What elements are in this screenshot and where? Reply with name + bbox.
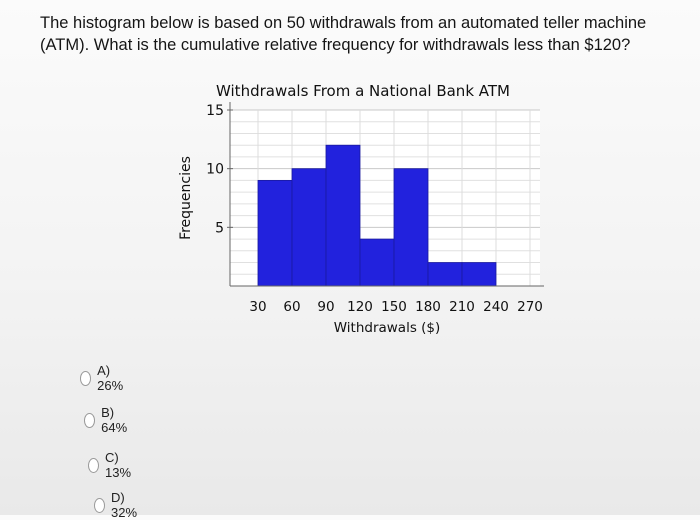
histogram-bar — [325, 144, 361, 287]
histogram-bar — [427, 262, 463, 287]
y-tick-label: 10 — [206, 162, 224, 178]
option-c-label: C) 13% — [105, 450, 132, 480]
radio-button-a[interactable] — [80, 370, 92, 386]
option-b-label: B) 64% — [101, 405, 128, 435]
option-d[interactable]: D) 32% — [94, 490, 141, 520]
x-tick-label: 150 — [381, 299, 407, 315]
y-tick-label: 5 — [215, 220, 224, 236]
x-tick-label: 90 — [317, 299, 334, 315]
histogram-bar — [461, 262, 497, 287]
option-c[interactable]: C) 13% — [88, 450, 135, 480]
x-tick-label: 120 — [347, 299, 373, 315]
x-tick-label: 270 — [517, 299, 543, 315]
histogram-bar — [359, 238, 395, 287]
y-axis-label: Frequencies — [178, 156, 194, 240]
x-tick-label: 60 — [283, 299, 300, 315]
x-axis-label: Withdrawals ($) — [334, 320, 441, 336]
chart-title: Withdrawals From a National Bank ATM — [216, 82, 510, 100]
y-tick-label: 15 — [206, 103, 224, 119]
option-a-label: A) 26% — [97, 363, 124, 393]
radio-button-d[interactable] — [94, 497, 105, 513]
histogram-svg: Withdrawals From a National Bank ATM Fre… — [178, 82, 544, 336]
option-d-label: D) 32% — [111, 490, 138, 520]
histogram-bar — [393, 168, 429, 287]
option-b[interactable]: B) 64% — [84, 405, 131, 435]
x-tick-label: 30 — [249, 299, 266, 315]
radio-button-c[interactable] — [88, 457, 99, 473]
option-a[interactable]: A) 26% — [80, 363, 127, 393]
histogram-chart: Withdrawals From a National Bank ATM Fre… — [178, 82, 544, 336]
x-tick-label: 240 — [483, 299, 509, 315]
question-text: The histogram below is based on 50 withd… — [40, 14, 647, 54]
x-tick-label: 210 — [449, 299, 475, 315]
x-tick-label: 180 — [415, 299, 441, 315]
histogram-bar — [257, 179, 293, 287]
radio-button-b[interactable] — [84, 412, 96, 428]
histogram-bar — [291, 168, 327, 287]
